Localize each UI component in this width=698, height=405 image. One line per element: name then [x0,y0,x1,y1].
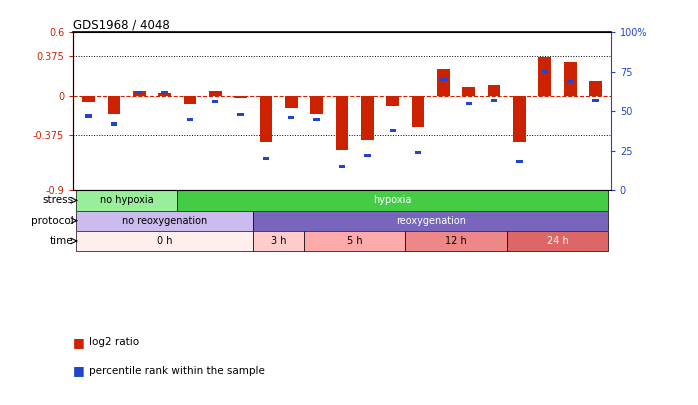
Bar [158,94,171,96]
Bar [513,96,526,142]
Bar [361,96,373,140]
Bar [564,62,577,96]
Bar [82,96,95,102]
Bar [589,81,602,96]
Bar [285,96,297,108]
Text: ■: ■ [73,336,85,349]
Bar [412,96,424,127]
Bar [567,80,573,83]
Bar [187,117,193,121]
Bar [339,165,346,168]
Bar [235,96,247,98]
Bar [161,91,168,94]
Bar [440,78,447,81]
Text: 3 h: 3 h [271,236,286,246]
Bar [507,231,608,251]
Bar [237,113,244,116]
Bar [133,91,146,96]
Bar [76,211,253,231]
Text: percentile rank within the sample: percentile rank within the sample [89,366,265,375]
Bar [262,157,269,160]
Bar [260,96,272,142]
Bar [463,87,475,96]
Bar [177,190,608,211]
Bar [364,154,371,157]
Text: hypoxia: hypoxia [373,195,412,205]
Text: ■: ■ [73,364,85,377]
Bar [76,231,253,251]
Text: no hypoxia: no hypoxia [100,195,154,205]
Text: 24 h: 24 h [547,236,568,246]
Bar [491,99,497,102]
Bar [406,231,507,251]
Bar [253,211,608,231]
Text: stress: stress [43,195,74,205]
Bar [466,102,472,105]
Bar [76,190,177,211]
Bar [184,96,196,104]
Bar [593,99,599,102]
Bar [437,69,450,96]
Bar [107,96,120,115]
Bar [387,96,399,106]
Bar [212,100,218,103]
Text: protocol: protocol [31,215,74,226]
Text: GDS1968 / 4048: GDS1968 / 4048 [73,18,170,31]
Bar [111,122,117,126]
Bar [538,57,551,96]
Bar [415,151,422,154]
Text: time: time [50,236,74,246]
Bar [311,96,323,115]
Text: 5 h: 5 h [347,236,362,246]
Bar [542,70,548,73]
Bar [209,91,221,96]
Text: 12 h: 12 h [445,236,467,246]
Bar [389,129,396,132]
Bar [336,96,348,150]
Bar [85,115,91,117]
Text: log2 ratio: log2 ratio [89,337,140,347]
Bar [488,85,500,96]
Bar [517,160,523,163]
Bar [288,116,295,119]
Bar [304,231,406,251]
Bar [253,231,304,251]
Text: 0 h: 0 h [157,236,172,246]
Bar [136,91,142,94]
Text: reoxygenation: reoxygenation [396,215,466,226]
Bar [313,117,320,121]
Text: no reoxygenation: no reoxygenation [122,215,207,226]
